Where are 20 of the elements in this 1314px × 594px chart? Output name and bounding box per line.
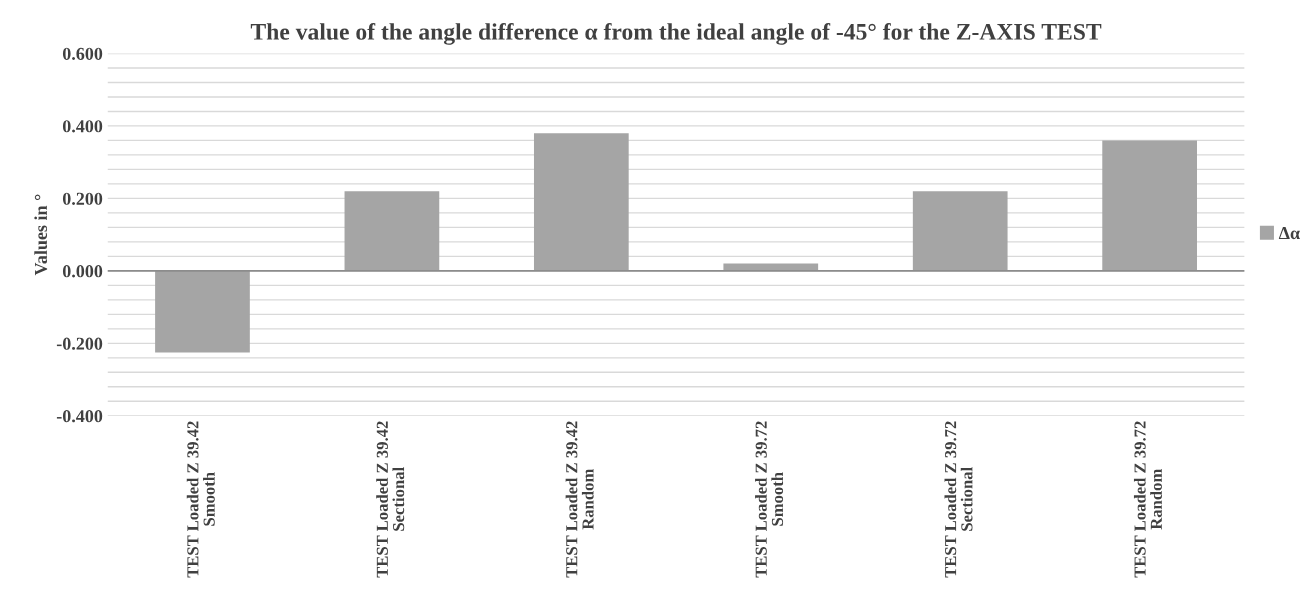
bar <box>155 270 250 353</box>
legend-label: Δα <box>1278 227 1300 240</box>
x-tick-label: TEST Loaded Z 39.72 Sectional <box>944 421 973 578</box>
x-tick-label: TEST Loaded Z 39.42 Smooth <box>186 421 215 578</box>
y-tick-label: -0.400 <box>56 410 103 423</box>
y-tick-label: -0.200 <box>56 337 103 350</box>
bar <box>1102 140 1197 271</box>
y-tick-label: 0.200 <box>62 192 103 205</box>
y-tick-label: 0.000 <box>62 265 103 278</box>
x-tick-label: TEST Loaded Z 39.72 Random <box>1133 421 1162 578</box>
bar <box>533 133 629 271</box>
chart-title: The value of the angle difference α from the ideal angle of -45° for the Z-AXIS TEST <box>250 22 1102 45</box>
x-tick-label: TEST Loaded Z 39.72 Smooth <box>755 421 784 578</box>
bar <box>912 191 1008 271</box>
bar <box>344 191 440 271</box>
y-tick-label: 0.600 <box>62 47 103 60</box>
x-tick-label: TEST Loaded Z 39.42 Sectional <box>376 421 405 578</box>
y-tick-label: 0.400 <box>62 120 103 133</box>
x-tick-label: TEST Loaded Z 39.42 Random <box>565 421 594 578</box>
y-axis-title: Values in ° <box>34 194 48 276</box>
